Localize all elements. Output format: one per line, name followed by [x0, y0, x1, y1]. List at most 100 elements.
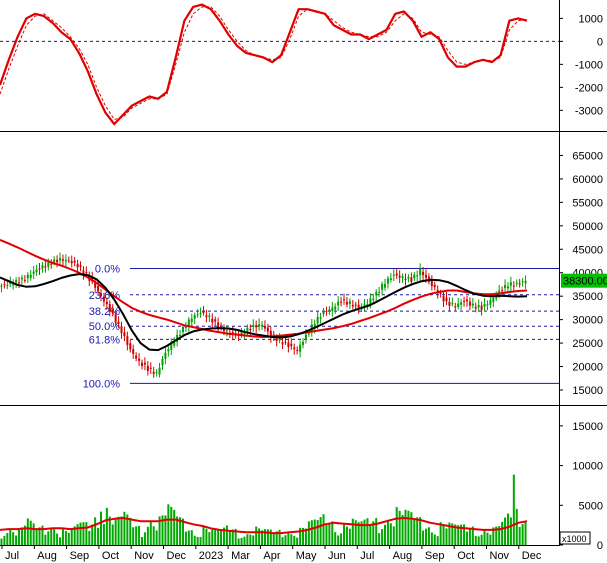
candle-body — [38, 268, 41, 270]
candle-body — [120, 326, 123, 334]
candle-body — [272, 334, 275, 336]
candle-body — [102, 296, 105, 302]
candle-body — [486, 304, 489, 306]
volume-bar — [436, 536, 439, 545]
candle-body — [211, 318, 214, 323]
candle-body — [138, 358, 141, 361]
volume-bar — [375, 518, 378, 545]
volume-bar — [454, 524, 457, 545]
volume-bar — [363, 519, 366, 545]
candle-body — [187, 319, 190, 327]
volume-bar — [228, 530, 231, 545]
candle-body — [208, 315, 211, 317]
volume-tick-label: 15000 — [572, 421, 603, 433]
volume-bar — [123, 511, 126, 545]
candle-body — [483, 303, 486, 307]
candle-body — [419, 268, 422, 276]
volume-bar — [173, 509, 176, 545]
candle-body — [348, 301, 351, 305]
volume-bar — [433, 534, 436, 545]
volume-bar — [205, 528, 208, 545]
candle-body — [126, 336, 129, 345]
volume-bar — [202, 525, 205, 545]
candle-body — [340, 301, 343, 303]
price-moving-averages — [0, 238, 528, 352]
volume-bar — [73, 526, 76, 545]
candle-body — [343, 299, 346, 301]
oscillator-panel: 1000 0 -1000 -2000 -3000 — [0, 3, 603, 126]
volume-bar — [47, 531, 50, 545]
candle-body — [375, 291, 378, 296]
volume-bar — [44, 534, 47, 545]
candle-body — [363, 304, 366, 307]
volume-bar — [234, 528, 237, 545]
volume-bar — [348, 528, 351, 545]
candle-body — [164, 352, 167, 359]
osc-tick-label: 1000 — [579, 13, 603, 25]
price-tick-label: 50000 — [572, 221, 603, 233]
ma-long-line — [0, 238, 528, 338]
volume-bar — [217, 529, 220, 545]
volume-bar — [381, 529, 384, 545]
candle-body — [205, 315, 208, 318]
volume-bar — [518, 526, 521, 545]
candle-body — [468, 301, 471, 306]
candle-body — [463, 300, 466, 302]
volume-bar — [155, 530, 158, 545]
candle-body — [252, 324, 255, 327]
candle-body — [114, 314, 117, 323]
candle-body — [184, 327, 187, 329]
volume-bar — [82, 522, 85, 545]
volume-bar — [477, 536, 480, 545]
volume-bar — [41, 525, 44, 545]
candle-body — [275, 338, 278, 342]
volume-bar — [258, 528, 261, 545]
candle-body — [477, 305, 480, 308]
x-tick-label: Aug — [37, 550, 57, 562]
volume-bar — [489, 534, 492, 545]
volume-bar — [296, 537, 299, 545]
candle-body — [199, 312, 202, 314]
volume-bar — [492, 527, 495, 545]
candle-body — [123, 332, 126, 337]
x-tick-label: Jul — [5, 550, 19, 562]
volume-bar — [419, 517, 422, 545]
volume-bar — [266, 529, 269, 545]
volume-bar — [351, 518, 354, 545]
candle-body — [196, 314, 199, 316]
volume-bar — [345, 526, 348, 545]
price-tick-label: 20000 — [572, 362, 603, 374]
volume-bar — [140, 536, 143, 545]
volume-bar — [307, 521, 310, 545]
ma-short-line — [0, 273, 528, 352]
volume-bar — [255, 526, 258, 545]
volume-bar — [237, 538, 240, 545]
volume-bar — [322, 514, 325, 545]
candle-body — [225, 330, 228, 332]
volume-bar — [448, 522, 451, 545]
candle-body — [41, 265, 44, 269]
fib-label: 50.0% — [89, 321, 120, 333]
volume-bar — [290, 534, 293, 545]
volume-bar — [138, 525, 141, 545]
candle-body — [94, 282, 97, 288]
price-tick-label: 35000 — [572, 291, 603, 303]
x-tick-label: May — [296, 550, 317, 562]
candle-body — [307, 333, 310, 335]
x-tick-label: Oct — [102, 550, 119, 562]
oscillator-lines — [0, 3, 528, 126]
volume-bar — [149, 522, 152, 545]
candle-body — [249, 328, 252, 331]
price-tick-label: 65000 — [572, 150, 603, 162]
volume-bar — [325, 525, 328, 545]
candle-body — [492, 297, 495, 303]
volume-bar — [117, 516, 120, 545]
volume-bar — [509, 517, 512, 545]
volume-bar — [76, 524, 79, 545]
volume-bar — [91, 524, 94, 545]
volume-bar — [343, 524, 346, 545]
x-tick-label: Sep — [425, 550, 445, 562]
volume-bar — [176, 516, 179, 545]
volume-bar — [465, 531, 468, 545]
